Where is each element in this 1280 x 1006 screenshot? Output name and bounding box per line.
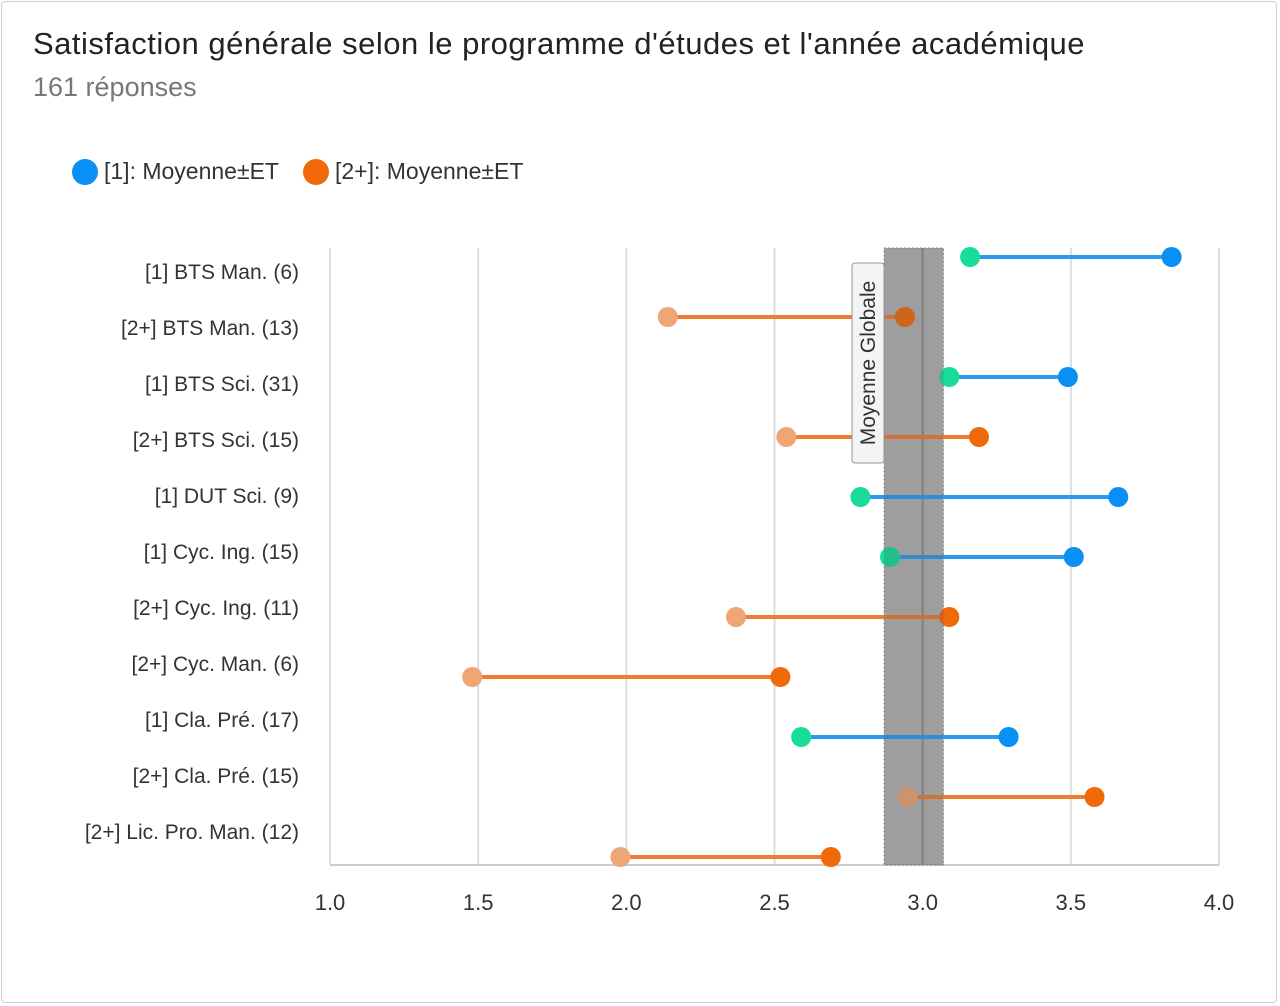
dumbbell-high-point: [770, 667, 791, 687]
category-label: [2+] Cyc. Man. (6): [132, 653, 299, 676]
category-label: [2+] Lic. Pro. Man. (12): [85, 821, 299, 844]
x-tick-label: 1.5: [463, 890, 494, 915]
legend-marker-year2plus: [302, 158, 329, 185]
category-label: [2+] BTS Sci. (15): [133, 429, 299, 452]
x-tick-label: 4.0: [1204, 890, 1235, 915]
category-label: [1] BTS Man. (6): [145, 261, 299, 284]
dumbbell-high-point: [1108, 487, 1129, 507]
reference-band-label-box: [851, 262, 885, 464]
chart-legend: [1]: Moyenne±ET [2+]: Moyenne±ET: [72, 158, 547, 185]
dumbbell-high-point: [939, 607, 960, 627]
category-label: [1] BTS Sci. (31): [145, 373, 299, 396]
dumbbell-high-point: [1161, 247, 1182, 267]
dumbbell-high-point: [968, 427, 989, 447]
dumbbell-high-point: [894, 307, 915, 327]
x-tick-label: 2.5: [759, 890, 790, 915]
category-label: [1] DUT Sci. (9): [155, 485, 299, 508]
legend-marker-year1: [72, 158, 98, 185]
dumbbell-high-point: [820, 847, 841, 867]
dumbbell-low-point: [791, 727, 812, 747]
response-count: 161 réponses: [33, 72, 197, 102]
category-label: [1] Cyc. Ing. (15): [144, 541, 299, 564]
dumbbell-low-point: [897, 787, 918, 807]
dumbbell-low-point: [960, 247, 981, 267]
reference-band-label-group: Moyenne Globale: [851, 262, 885, 464]
legend-label-year2plus: [2+]: Moyenne±ET: [334, 158, 524, 184]
category-label: [2+] BTS Man. (13): [121, 317, 299, 340]
dumbbell-high-point: [1057, 367, 1078, 387]
category-label: [2+] Cla. Pré. (15): [133, 765, 299, 788]
dumbbell-high-point: [1063, 547, 1084, 567]
dumbbell-high-point: [1084, 787, 1105, 807]
dumbbell-low-point: [850, 487, 871, 507]
dumbbell-low-point: [725, 607, 746, 627]
x-tick-label: 3.5: [1056, 890, 1087, 915]
dumbbell-low-point: [880, 547, 901, 567]
legend-item-year1[interactable]: [1]: Moyenne±ET: [72, 158, 279, 185]
category-label: [1] Cla. Pré. (17): [145, 709, 299, 732]
x-tick-label: 3.0: [907, 890, 938, 915]
dumbbell-low-point: [610, 847, 631, 867]
chart-title: Satisfaction générale selon le programme…: [33, 26, 1086, 61]
dumbbell-low-point: [657, 307, 678, 327]
dumbbell-high-point: [998, 727, 1019, 747]
reference-band-label: Moyenne Globale: [857, 281, 880, 446]
legend-item-year2plus[interactable]: [2+]: Moyenne±ET: [302, 158, 524, 185]
dumbbell-low-point: [462, 667, 483, 687]
dumbbell-low-point: [776, 427, 797, 447]
x-tick-label: 1.0: [315, 890, 346, 915]
dumbbell-low-point: [939, 367, 960, 387]
legend-label-year1: [1]: Moyenne±ET: [104, 158, 279, 184]
category-label: [2+] Cyc. Ing. (11): [133, 597, 299, 620]
x-tick-label: 2.0: [611, 890, 642, 915]
reference-band-overlay: [884, 248, 944, 865]
